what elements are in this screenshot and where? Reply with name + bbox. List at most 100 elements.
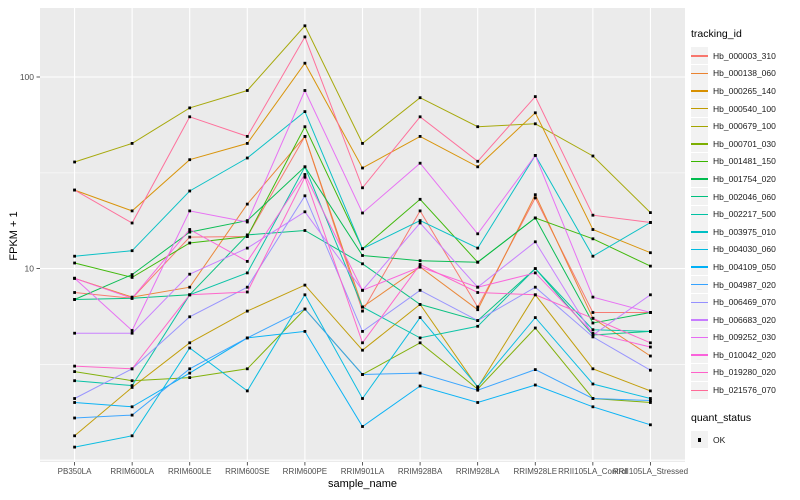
data-point — [130, 296, 134, 300]
data-point — [418, 259, 422, 263]
data-point — [245, 235, 249, 238]
data-point — [476, 388, 480, 392]
data-point — [418, 265, 422, 269]
data-point — [476, 260, 480, 264]
line-swatch-icon — [691, 160, 708, 163]
legend-item-label: Hb_000679_100 — [713, 121, 776, 132]
data-point — [73, 445, 76, 449]
legend-key-swatch — [691, 258, 708, 276]
data-point — [649, 368, 652, 372]
data-point — [649, 341, 652, 345]
data-point — [361, 305, 364, 309]
data-point — [130, 142, 134, 145]
data-point — [533, 326, 537, 330]
data-point — [130, 386, 134, 389]
data-point — [533, 368, 537, 371]
data-point — [361, 211, 364, 215]
line-swatch-icon — [691, 72, 708, 75]
legend-key-swatch — [691, 240, 708, 258]
data-point — [476, 324, 480, 328]
axis-labels: 100 10 PB350LA RRIM600LA RRIM600LE RRIM600SE R… — [20, 72, 688, 476]
data-point — [245, 220, 249, 224]
data-point — [591, 382, 595, 386]
data-point — [303, 135, 307, 138]
x-tick-label: RRIM600LE — [168, 467, 212, 476]
data-point — [418, 341, 422, 345]
data-point — [73, 254, 76, 258]
legend-item-Hb_010042_020: Hb_010042_020 — [691, 346, 799, 364]
line-swatch-icon — [691, 178, 708, 180]
data-point — [476, 291, 480, 294]
x-tick-label: RRIM928LA — [456, 467, 500, 476]
legend-item-label: Hb_004030_060 — [713, 244, 776, 255]
data-point — [130, 367, 134, 371]
data-point — [303, 110, 307, 113]
line-swatch-icon — [691, 319, 708, 321]
x-tick-label: RRII105LA_Stressed — [613, 467, 688, 476]
data-point — [361, 309, 364, 313]
data-point — [649, 345, 652, 349]
data-point — [245, 142, 249, 145]
legend-key-swatch — [691, 363, 708, 381]
data-point — [73, 397, 76, 400]
data-point — [361, 254, 364, 257]
legend-item-Hb_009252_030: Hb_009252_030 — [691, 328, 799, 347]
line-swatch-icon — [691, 90, 708, 92]
line-swatch-icon — [691, 284, 708, 286]
legend-item-Hb_000701_030: Hb_000701_030 — [691, 135, 799, 153]
data-point — [303, 293, 307, 297]
line-swatch-icon — [691, 371, 708, 374]
data-point — [73, 291, 76, 294]
data-point — [130, 276, 134, 279]
data-point — [73, 434, 76, 438]
data-point — [245, 290, 249, 294]
data-point — [361, 425, 364, 428]
legend-key-swatch — [691, 135, 708, 153]
data-point — [649, 311, 652, 314]
data-point — [649, 251, 652, 255]
data-point — [591, 331, 595, 335]
x-tick-label: PB350LA — [58, 467, 92, 476]
data-point — [418, 336, 422, 340]
data-point — [476, 305, 480, 309]
legend-item-label: Hb_004987_020 — [713, 279, 776, 290]
legend-title-tracking-id: tracking_id — [691, 28, 742, 40]
data-point — [73, 261, 76, 265]
data-point — [533, 293, 537, 297]
legend-item-Hb_001754_020: Hb_001754_020 — [691, 170, 799, 188]
data-point — [649, 264, 652, 268]
data-point — [591, 405, 595, 409]
data-point — [361, 373, 364, 376]
data-point — [418, 96, 422, 100]
axis-ticks — [36, 76, 651, 466]
line-swatch-icon — [691, 108, 708, 110]
data-point — [591, 397, 595, 400]
legend-title-quant-status: quant_status — [691, 411, 752, 424]
legend-key-swatch — [691, 100, 708, 118]
data-point — [533, 196, 537, 200]
data-point — [591, 254, 595, 258]
data-point — [361, 166, 364, 170]
data-point — [418, 221, 422, 225]
data-point — [303, 283, 307, 287]
legend-item-Hb_001481_150: Hb_001481_150 — [691, 152, 799, 171]
data-point — [303, 173, 307, 176]
data-point — [245, 309, 249, 313]
legend-key-swatch — [691, 117, 708, 135]
legend-item-label: Hb_000138_060 — [713, 68, 776, 79]
legend-item-Hb_000679_100: Hb_000679_100 — [691, 117, 799, 135]
data-point — [361, 330, 364, 333]
data-point — [533, 285, 537, 289]
data-point — [188, 115, 192, 119]
line-swatch-icon — [691, 389, 708, 391]
data-point — [73, 298, 76, 301]
data-point — [188, 285, 192, 289]
data-point — [130, 221, 134, 225]
legend-item-Hb_000540_100: Hb_000540_100 — [691, 100, 799, 118]
data-point — [303, 89, 307, 92]
data-point — [73, 160, 76, 164]
line-swatch-icon — [691, 354, 708, 356]
legend-item-label: Hb_006683_020 — [713, 314, 776, 325]
data-point — [303, 24, 307, 28]
